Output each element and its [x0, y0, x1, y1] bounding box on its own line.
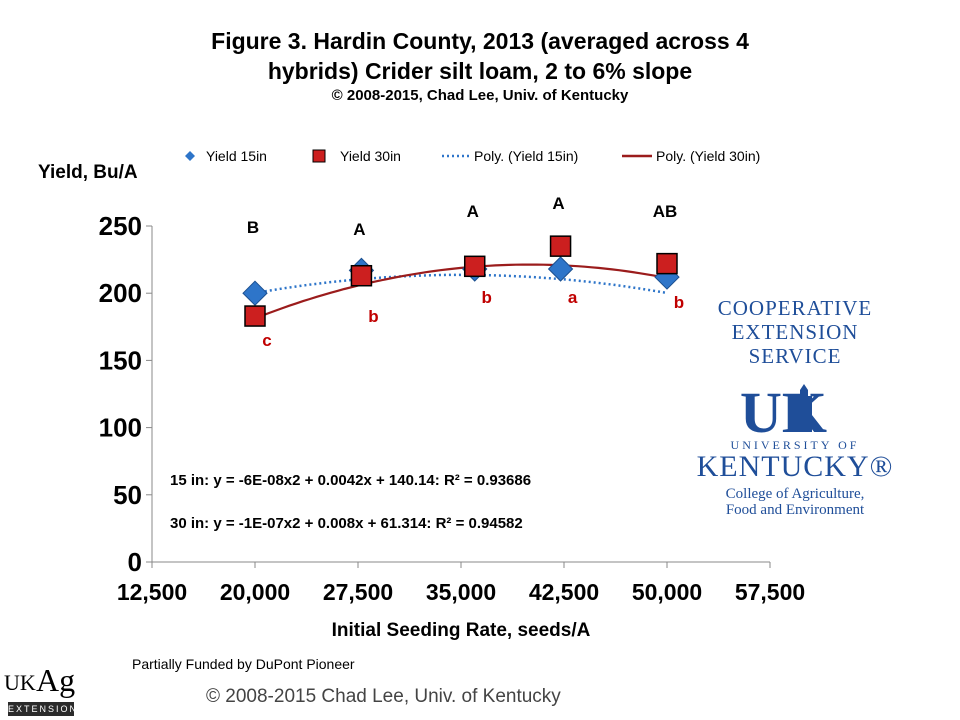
chart-copyright: © 2008-2015, Chad Lee, Univ. of Kentucky — [331, 87, 629, 104]
uk-logo-mark: UK — [740, 382, 827, 438]
y-tick-label: 0 — [128, 547, 142, 577]
y-tick-label: 250 — [99, 211, 142, 241]
chart-labels: B A A A AB c b b a b 15 in: y = -6E-08x2 + 0.0042x… — [170, 194, 684, 532]
trendline-30in — [254, 263, 668, 320]
point-15in — [242, 280, 268, 306]
coop-extension-line1: COOPERATIVE — [717, 296, 873, 320]
point-30in — [549, 235, 572, 257]
equation-30in: 30 in: y = -1E-07x2 + 0.008x + 61.314: R… — [170, 515, 523, 532]
letter-30in: b — [368, 307, 378, 326]
coop-extension-line2: EXTENSION — [731, 320, 859, 344]
equation-15in: 15 in: y = -6E-08x2 + 0.0042x + 140.14: … — [170, 472, 531, 489]
letter-30in: b — [674, 293, 684, 312]
ukag-logo-extension: EXTENSION — [8, 702, 79, 716]
letter-15in: A — [552, 194, 564, 213]
point-30in — [244, 305, 266, 327]
x-tick-label: 50,000 — [632, 579, 702, 605]
x-axis-title: Initial Seeding Rate, seeds/A — [332, 620, 591, 641]
letter-30in: a — [568, 288, 578, 307]
footer-copyright: © 2008-2015 Chad Lee, Univ. of Kentucky — [206, 686, 561, 707]
legend-label-poly30: Poly. (Yield 30in) — [656, 148, 760, 164]
trendlines — [254, 263, 668, 320]
chart-axes: 0 50 100 150 200 250 12,500 20,000 27,500 35,000 4… — [38, 162, 805, 641]
letter-30in: c — [262, 331, 271, 350]
ukag-logo-ag: Ag — [36, 662, 76, 698]
y-tick-label: 200 — [99, 278, 142, 308]
chart-title-line1: Figure 3. Hardin County, 2013 (averaged … — [211, 28, 749, 54]
point-15in — [547, 256, 574, 282]
point-30in — [656, 252, 678, 275]
x-tick-label: 27,500 — [323, 579, 393, 605]
coop-extension-line3: SERVICE — [748, 344, 842, 368]
chart-legend: Yield 15in Yield 30in Poly. (Yield 15in) Po… — [185, 148, 760, 164]
x-tick-label: 42,500 — [529, 579, 599, 605]
letter-15in: A — [467, 202, 479, 221]
legend-label-30in: Yield 30in — [340, 148, 401, 164]
kentucky-wordmark: KENTUCKY® — [696, 450, 894, 483]
y-tick-label: 50 — [113, 480, 142, 510]
letter-30in: b — [482, 288, 492, 307]
tower-icon — [796, 384, 812, 432]
ukag-logo-uk: UK — [4, 670, 36, 695]
university-of: UNIVERSITY OF — [730, 438, 860, 452]
chart-title-line2: hybrids) Crider silt loam, 2 to 6% slope — [267, 58, 693, 84]
legend-marker-30in — [312, 149, 326, 163]
letter-15in: AB — [653, 202, 678, 221]
point-30in — [463, 255, 486, 278]
legend-marker-15in — [185, 151, 195, 161]
x-tick-label: 12,500 — [117, 579, 187, 605]
letter-15in: A — [353, 220, 365, 239]
uk-letters: UK — [740, 382, 827, 438]
data-markers — [242, 235, 680, 327]
y-axis-title: Yield, Bu/A — [38, 162, 138, 183]
college-line2: Food and Environment — [725, 502, 865, 518]
x-tick-label: 20,000 — [220, 579, 290, 605]
letter-15in: B — [247, 218, 259, 237]
legend-label-poly15: Poly. (Yield 15in) — [474, 148, 578, 164]
x-tick-label: 35,000 — [426, 579, 496, 605]
x-tick-label: 57,500 — [735, 579, 805, 605]
y-tick-label: 150 — [99, 345, 142, 375]
trendline-15in — [254, 273, 668, 295]
y-tick-label: 100 — [99, 413, 142, 443]
college-line1: College of Agriculture, — [725, 486, 865, 502]
funding-note: Partially Funded by DuPont Pioneer — [132, 656, 355, 672]
point-30in — [350, 264, 373, 287]
legend-label-15in: Yield 15in — [206, 148, 267, 164]
